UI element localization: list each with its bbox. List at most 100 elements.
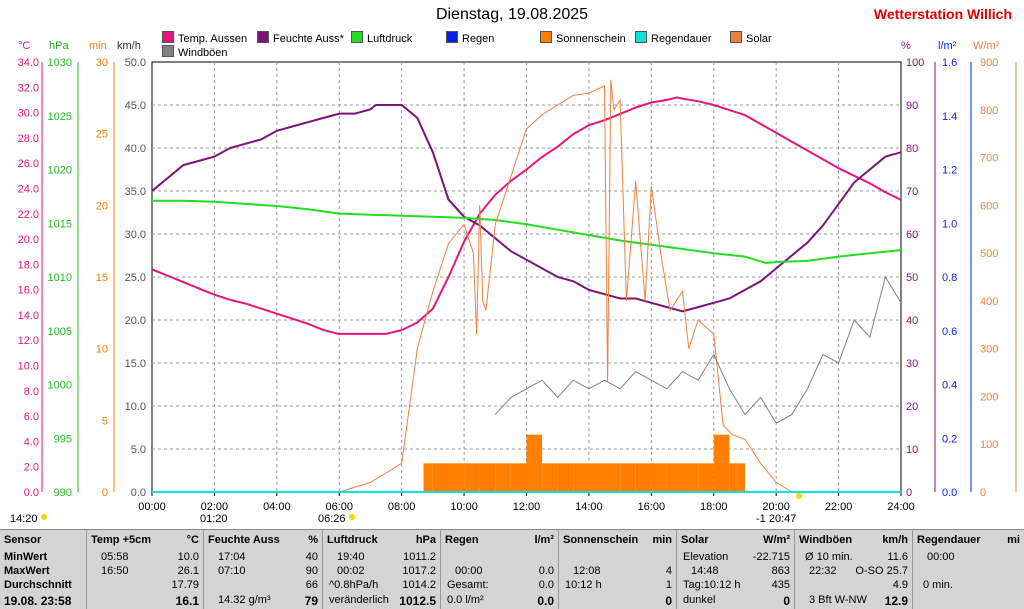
x-tick-label: 00:00 bbox=[138, 501, 166, 513]
y-tick-label: 400 bbox=[980, 296, 998, 308]
sunshine-bar bbox=[682, 463, 699, 492]
y-tick-label: 1.2 bbox=[942, 165, 957, 177]
weather-chart: 00:00 02:00 04:00 06:00 08:00 10:00 12:00 14:00… bbox=[10, 57, 1017, 525]
stat-header-feuchte: Feuchte Auss bbox=[208, 534, 280, 546]
legend-solar[interactable]: Solar bbox=[730, 31, 772, 45]
stat-wind-max-time: 22:32 bbox=[809, 565, 837, 577]
x-tick-label: 18:00 bbox=[700, 501, 728, 513]
y-tick-label: 0 bbox=[906, 487, 912, 499]
y-tick-label: 30 bbox=[906, 358, 918, 370]
y-tick-label: 10.0 bbox=[125, 401, 146, 413]
y-tick-label: 32.0 bbox=[18, 82, 39, 94]
stat-unit-temp: °C bbox=[186, 534, 199, 546]
stat-regen-gesamt-value: 0.0 bbox=[538, 579, 554, 591]
stat-label-max: MaxWert bbox=[4, 565, 50, 577]
sunshine-bar bbox=[479, 463, 496, 492]
stat-wind-max-value: O-SO 25.7 bbox=[855, 565, 908, 577]
y-tick-label: 34.0 bbox=[18, 57, 39, 69]
stat-regen-current-value: 0.0 bbox=[537, 594, 554, 608]
stat-temp-max-time: 16:50 bbox=[101, 565, 129, 577]
unit-rain: l/m² bbox=[938, 40, 957, 52]
y-tick-label: 14.0 bbox=[18, 310, 39, 322]
stat-sonne-current-value: 0 bbox=[665, 594, 672, 608]
stat-col-wind: Windböen km/h Ø 10 min. 11.6 22:32 O-SO 25.… bbox=[795, 530, 912, 609]
stat-header-druck: Luftdruck bbox=[327, 534, 378, 546]
y-tick-label: 4.0 bbox=[24, 436, 39, 448]
chart-title: Dienstag, 19.08.2025 bbox=[435, 6, 589, 23]
stat-wind-current-value: 12.9 bbox=[884, 594, 908, 608]
y-tick-label: 700 bbox=[980, 153, 998, 165]
y-tick-label: 50.0 bbox=[125, 57, 146, 69]
y-tick-label: 20 bbox=[906, 401, 918, 413]
y-tick-label: 900 bbox=[980, 57, 998, 69]
y-tick-label: 40 bbox=[906, 315, 918, 327]
stat-feuchte-abs: 14.32 g/m³ bbox=[218, 594, 271, 606]
stat-label-min: MinWert bbox=[4, 551, 48, 563]
unit-wind: km/h bbox=[117, 40, 141, 52]
legend-windboeen[interactable]: Windböen bbox=[162, 45, 228, 59]
stat-col-druck: Luftdruck hPa 19:40 1011.2 00:02 1017.2 ^0.… bbox=[323, 530, 440, 609]
sunshine-bar bbox=[557, 463, 574, 492]
y-tick-label: 100 bbox=[906, 57, 924, 69]
station-name[interactable]: Wetterstation Willich bbox=[873, 6, 1012, 22]
y-tick-label: 100 bbox=[980, 439, 998, 451]
unit-min: min bbox=[89, 40, 107, 52]
x-tick-label: 12:00 bbox=[513, 501, 541, 513]
stat-col-solar: Solar W/m² Elevation -22.715 14:48 863 Tag:… bbox=[677, 530, 794, 609]
stat-druck-avg-value: 1014.2 bbox=[402, 579, 436, 591]
y-tick-label: 5 bbox=[102, 415, 108, 427]
stat-unit-regen: l/m² bbox=[534, 534, 554, 546]
stat-regendauer-time: 00:00 bbox=[927, 551, 955, 563]
sun-icon bbox=[41, 514, 47, 520]
y-tick-label: 1020 bbox=[48, 165, 72, 177]
y-tick-label: 1.0 bbox=[942, 218, 957, 230]
stat-solar-max-time: 14:48 bbox=[691, 565, 719, 577]
stat-col-feuchte: Feuchte Auss% 17:04 40 07:10 90 66 14.32 g… bbox=[204, 530, 322, 609]
legend-luftdruck[interactable]: Luftdruck bbox=[351, 31, 412, 45]
legend-regen[interactable]: Regen bbox=[446, 31, 494, 45]
series-line-temp-aussen bbox=[151, 96, 902, 335]
marker-sunrise-left: 14:20 bbox=[10, 513, 38, 525]
y-tick-label: 6.0 bbox=[24, 411, 39, 423]
stat-unit-regendauer: mi bbox=[1007, 534, 1020, 546]
legend-feuchte[interactable]: Feuchte Auss* bbox=[257, 31, 344, 45]
stat-temp-min-time: 05:58 bbox=[101, 551, 129, 563]
y-tick-label: 0.0 bbox=[24, 487, 39, 499]
stat-druck-tendency: veränderlich bbox=[329, 594, 389, 606]
y-tick-label: 990 bbox=[54, 487, 72, 499]
legend-regendauer[interactable]: Regendauer bbox=[635, 31, 712, 45]
stat-temp-avg-value: 17.79 bbox=[171, 579, 199, 591]
series-line-luftdruck bbox=[152, 199, 902, 265]
stat-col-regendauer: Regendauer mi 00:00 0 min. bbox=[913, 530, 1024, 609]
y-tick-label: 30.0 bbox=[18, 108, 39, 120]
sunshine-bar bbox=[542, 463, 558, 492]
sunshine-bar bbox=[713, 434, 730, 492]
stat-temp-current-value: 16.1 bbox=[175, 594, 199, 608]
y-tick-label: 0.2 bbox=[942, 433, 957, 445]
y-tick-label: 25 bbox=[96, 129, 108, 141]
y-tick-label: 0.0 bbox=[942, 487, 957, 499]
legend-temp[interactable]: Temp. Aussen bbox=[162, 31, 247, 45]
stat-sonne-avg-value: 1 bbox=[665, 579, 672, 591]
stat-unit-sonne: min bbox=[652, 534, 672, 546]
stat-col-sonne: Sonnenschein min 12:08 4 10:12 h 1 0 bbox=[559, 530, 676, 609]
y-tick-label: 10.0 bbox=[18, 361, 39, 373]
stat-regen-gesamt-label: Gesamt: bbox=[447, 579, 489, 591]
stat-sonne-duration: 10:12 h bbox=[565, 579, 602, 591]
sunshine-bar bbox=[526, 434, 543, 492]
y-tick-label: 0.6 bbox=[942, 326, 957, 338]
y-tick-label: 26.0 bbox=[18, 158, 39, 170]
stat-solar-elevation-label: Elevation bbox=[683, 551, 729, 563]
y-tick-label: 20 bbox=[96, 200, 108, 212]
y-tick-label: 800 bbox=[980, 105, 998, 117]
y-tick-label: 60 bbox=[906, 229, 918, 241]
y-tick-label: 22.0 bbox=[18, 209, 39, 221]
sunshine-bar bbox=[432, 463, 449, 492]
x-tick-label: 08:00 bbox=[388, 501, 416, 513]
x-tick-label: 10:00 bbox=[450, 501, 478, 513]
stat-regen-max-value: 0.0 bbox=[538, 565, 554, 577]
stat-solar-state: dunkel bbox=[683, 594, 716, 606]
legend-sonnenschein[interactable]: Sonnenschein bbox=[540, 31, 626, 45]
y-tick-label: 20.0 bbox=[18, 234, 39, 246]
unit-temp: °C bbox=[18, 40, 31, 52]
